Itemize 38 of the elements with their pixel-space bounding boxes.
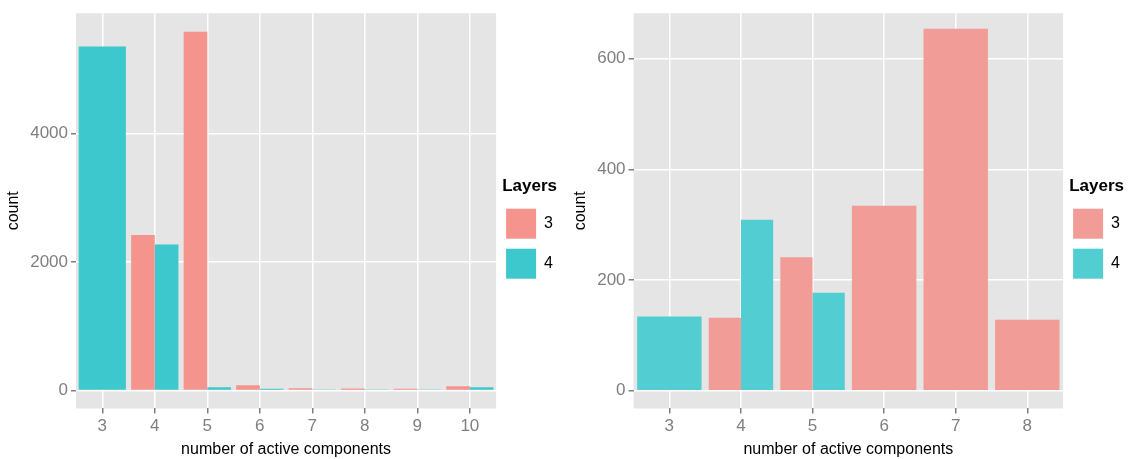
x-tick-label: 5: [202, 416, 213, 436]
legend-title: Layers: [502, 176, 557, 196]
x-tick-label: 7: [950, 416, 961, 436]
y-tick-label: 0: [58, 380, 69, 400]
x-tick-label: 7: [307, 416, 318, 436]
x-tick-label: 8: [1022, 416, 1033, 436]
y-tick-label: 4000: [30, 123, 69, 143]
legend-title: Layers: [1069, 176, 1124, 196]
y-tick-label: 200: [597, 269, 626, 289]
x-axis-title: number of active components: [743, 439, 954, 457]
legend-label: 3: [1111, 214, 1121, 232]
y-tick-label: 0: [616, 380, 626, 400]
y-tick-label: 600: [597, 48, 626, 68]
x-tick-label: 8: [360, 416, 370, 436]
bar: [183, 31, 208, 390]
x-tick-label: 4: [736, 416, 746, 436]
bar: [446, 386, 470, 390]
x-axis-title: number of active components: [181, 439, 392, 457]
y-tick-label: 2000: [30, 251, 69, 271]
x-tick-label: 9: [412, 416, 423, 436]
bar: [469, 387, 494, 390]
bar: [154, 244, 179, 390]
y-axis-title: count: [571, 190, 589, 231]
y-axis-title: count: [4, 190, 22, 231]
legend-label: 3: [544, 214, 554, 232]
x-tick-label: 6: [879, 416, 889, 436]
bar: [131, 234, 155, 390]
legend-label: 4: [1111, 254, 1121, 272]
x-tick-label: 3: [664, 416, 675, 436]
x-tick-label: 4: [150, 416, 160, 436]
x-tick-label: 5: [807, 416, 818, 436]
x-tick-label: 10: [460, 416, 480, 436]
bar: [236, 385, 260, 390]
y-tick-label: 400: [597, 158, 626, 178]
x-tick-label: 3: [97, 416, 108, 436]
bar: [207, 387, 231, 390]
legend-label: 4: [544, 254, 554, 272]
x-tick-label: 6: [255, 416, 265, 436]
